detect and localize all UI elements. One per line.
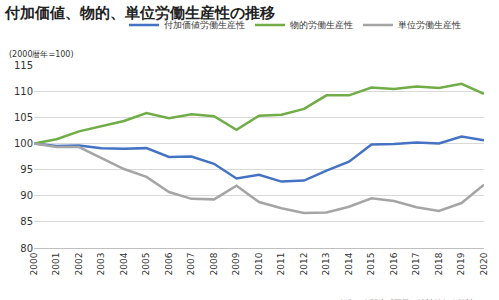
- svg-text:2017: 2017: [411, 253, 421, 276]
- svg-text:2006: 2006: [164, 252, 174, 275]
- svg-text:2007: 2007: [186, 253, 196, 276]
- svg-text:105: 105: [14, 112, 33, 123]
- svg-text:2012: 2012: [299, 253, 309, 276]
- svg-text:100: 100: [14, 138, 33, 149]
- svg-text:110: 110: [14, 86, 33, 97]
- svg-text:2002: 2002: [74, 253, 84, 276]
- svg-text:2001: 2001: [51, 253, 61, 276]
- svg-text:2008: 2008: [209, 252, 219, 275]
- svg-text:付加価値労働生産性: 付加価値労働生産性: [164, 20, 245, 30]
- svg-text:(2000暦年=100): (2000暦年=100): [9, 50, 74, 59]
- svg-text:2003: 2003: [96, 253, 106, 276]
- svg-text:2011: 2011: [276, 253, 286, 276]
- svg-text:単位労働生産性: 単位労働生産性: [398, 20, 461, 30]
- svg-text:2000: 2000: [29, 252, 39, 275]
- svg-text:2019: 2019: [456, 252, 466, 275]
- svg-text:2010: 2010: [254, 252, 264, 275]
- svg-text:2005: 2005: [141, 253, 151, 276]
- svg-text:2014: 2014: [344, 252, 354, 275]
- svg-text:2013: 2013: [321, 253, 331, 276]
- svg-text:80: 80: [20, 243, 33, 254]
- svg-text:2016: 2016: [389, 252, 399, 275]
- svg-text:115: 115: [14, 60, 33, 71]
- svg-text:物的労働生産性: 物的労働生産性: [290, 20, 353, 30]
- svg-text:付加価値、物的、単位労働生産性の推移: 付加価値、物的、単位労働生産性の推移: [4, 4, 275, 22]
- svg-text:2004: 2004: [119, 252, 129, 275]
- svg-text:90: 90: [20, 190, 33, 201]
- svg-text:95: 95: [20, 164, 33, 175]
- svg-text:2015: 2015: [366, 253, 376, 276]
- svg-text:2018: 2018: [434, 252, 444, 275]
- svg-text:2020: 2020: [479, 252, 489, 275]
- svg-text:85: 85: [20, 216, 33, 227]
- svg-text:出典：内閣府「国民経済計算年次推計」: 出典：内閣府「国民経済計算年次推計」: [338, 299, 482, 300]
- svg-text:2009: 2009: [231, 252, 241, 275]
